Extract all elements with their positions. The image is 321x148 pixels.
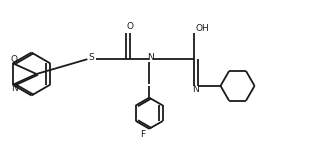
Text: OH: OH — [195, 24, 209, 33]
Text: N: N — [147, 53, 154, 62]
Text: N: N — [11, 84, 18, 93]
Text: N: N — [192, 85, 199, 94]
Text: O: O — [11, 55, 18, 64]
Text: F: F — [140, 130, 145, 139]
Text: O: O — [126, 22, 134, 31]
Text: S: S — [89, 53, 94, 62]
